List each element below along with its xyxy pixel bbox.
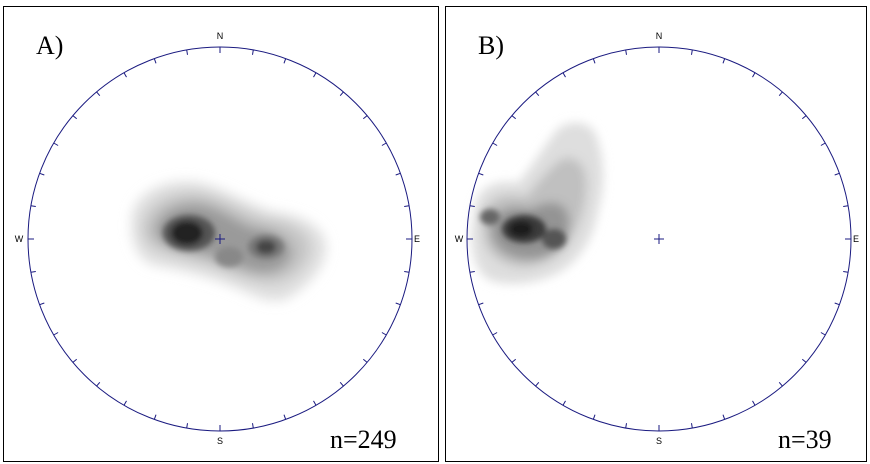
tick-mark [39,302,45,306]
tick-mark [722,58,726,64]
north-label: N [656,31,663,41]
tick-mark [283,414,287,420]
tick-mark [362,358,368,363]
tick-mark [395,302,401,306]
sample-count: n=249 [330,425,397,454]
tick-mark [820,332,826,336]
tick-mark [252,423,254,429]
tick-mark [592,414,596,420]
tick-mark [843,205,849,207]
tick-mark [39,172,45,176]
stereonet-a: N S E W [15,31,420,446]
tick-mark [252,49,254,55]
tick-mark [381,332,387,336]
tick-mark [834,302,840,306]
tick-mark [53,142,59,146]
degree-ticks [467,47,851,431]
west-label: W [455,234,464,244]
tick-mark [123,72,127,78]
tick-mark [186,423,188,429]
tick-mark [535,91,540,97]
stereonet-panel-b: B) N S E W n=39 [445,6,867,462]
tick-mark [752,400,756,406]
tick-mark [186,49,188,55]
south-label: S [656,436,662,446]
center-mark [654,234,664,244]
east-label: E [853,234,859,244]
sample-count: n=39 [778,425,832,454]
tick-mark [691,49,693,55]
density-contours [471,122,604,284]
tick-mark [478,302,484,306]
center-mark [215,234,225,244]
tick-mark [592,58,596,64]
tick-mark [313,400,317,406]
panel-label: A) [36,31,64,60]
west-label: W [15,234,24,244]
north-label: N [217,31,224,41]
tick-mark [511,358,517,363]
tick-mark [562,400,566,406]
tick-mark [625,423,627,429]
tick-mark [492,142,498,146]
tick-mark [492,332,498,336]
tick-mark [778,381,783,387]
tick-mark [778,91,783,97]
tick-mark [53,332,59,336]
tick-mark [625,49,627,55]
tick-mark [752,72,756,78]
tick-mark [469,205,475,207]
tick-mark [153,58,157,64]
tick-mark [834,172,840,176]
tick-mark [404,205,410,207]
tick-mark [562,72,566,78]
stereonet-panel-a: A) N S E W n=24 [3,6,439,462]
tick-mark [478,172,484,176]
tick-mark [72,358,78,363]
tick-mark [801,115,807,120]
stereonet-b: N S E W [455,31,859,446]
tick-mark [843,271,849,273]
degree-ticks [28,47,412,431]
panel-label: B) [478,31,504,60]
east-label: E [414,234,420,244]
tick-mark [339,381,344,387]
tick-mark [395,172,401,176]
tick-mark [691,423,693,429]
tick-mark [722,414,726,420]
tick-mark [381,142,387,146]
tick-mark [511,115,517,120]
tick-mark [96,91,101,97]
tick-mark [313,72,317,78]
tick-mark [339,91,344,97]
south-label: S [217,436,223,446]
tick-mark [535,381,540,387]
tick-mark [30,205,36,207]
tick-mark [96,381,101,387]
tick-mark [362,115,368,120]
tick-mark [123,400,127,406]
tick-mark [153,414,157,420]
tick-mark [283,58,287,64]
tick-mark [469,271,475,273]
density-contours [131,181,326,301]
tick-mark [820,142,826,146]
tick-mark [30,271,36,273]
tick-mark [801,358,807,363]
tick-mark [72,115,78,120]
tick-mark [404,271,410,273]
